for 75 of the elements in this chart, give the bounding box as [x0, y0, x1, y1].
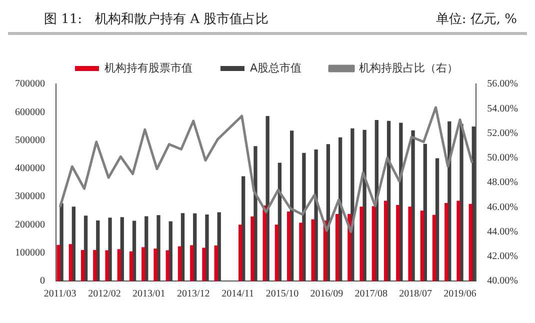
- bar: [142, 247, 146, 281]
- bar: [456, 200, 460, 281]
- bar: [108, 218, 112, 281]
- y2-tick-label: 44.00%: [487, 226, 518, 238]
- bar: [202, 248, 206, 281]
- y-tick-label: 400000: [15, 163, 45, 174]
- y2-tick-label: 42.00%: [487, 251, 518, 262]
- y-tick-label: 500000: [15, 134, 45, 146]
- x-tick-label: 2015/10: [266, 288, 299, 300]
- bar: [254, 146, 258, 281]
- bar: [93, 250, 97, 281]
- y2-tick-label: 54.00%: [487, 103, 518, 114]
- legend-label: 机构持股占比（右）: [359, 61, 458, 74]
- y-tick-label: 100000: [15, 247, 45, 258]
- x-tick-label: 2013/12: [176, 288, 210, 300]
- x-tick-label: 2013/01: [132, 288, 166, 300]
- bar: [408, 206, 412, 281]
- bar: [350, 128, 354, 281]
- bar: [372, 206, 376, 281]
- bar: [384, 200, 388, 281]
- legend-label: 机构持有股票市值: [104, 61, 192, 74]
- bar: [362, 130, 366, 281]
- bar: [468, 204, 472, 281]
- y2-tick-label: 46.00%: [487, 202, 518, 213]
- bar: [432, 214, 436, 281]
- bar: [311, 219, 315, 281]
- x-tick-label: 2018/07: [399, 288, 432, 300]
- x-tick-label: 2014/11: [222, 288, 254, 300]
- x-tick-label: 2016/09: [310, 288, 344, 300]
- bar: [166, 250, 170, 281]
- bar: [250, 216, 254, 281]
- y-tick-label: 200000: [15, 219, 45, 230]
- bar: [314, 150, 318, 281]
- bar: [396, 204, 400, 281]
- bar: [56, 244, 60, 281]
- bar: [80, 250, 85, 281]
- bar: [178, 246, 182, 281]
- y2-tick-label: 52.00%: [487, 128, 518, 139]
- bar: [154, 248, 158, 281]
- y2-tick-label: 50.00%: [487, 152, 518, 164]
- x-tick-label: 2019/06: [444, 288, 476, 300]
- chart-subtitle: 单位: 亿元, %: [436, 11, 517, 28]
- bar: [129, 251, 134, 281]
- bar: [262, 206, 266, 281]
- y2-tick-label: 56.00%: [487, 78, 518, 90]
- bar: [299, 222, 303, 281]
- bar: [205, 214, 209, 281]
- y2-tick-label: 40.00%: [487, 276, 518, 287]
- bar: [286, 211, 291, 281]
- bar: [60, 203, 64, 281]
- bar: [360, 206, 364, 281]
- bar: [460, 124, 464, 281]
- y-tick-label: 700000: [15, 78, 45, 90]
- bar: [302, 152, 306, 281]
- y-tick-label: 0: [40, 276, 45, 287]
- bar: [214, 245, 218, 281]
- bar: [274, 224, 279, 281]
- bar: [117, 249, 121, 281]
- bar: [238, 224, 242, 281]
- x-tick-label: 2012/02: [88, 288, 121, 300]
- bar: [68, 244, 72, 281]
- bar: [105, 250, 109, 281]
- bar: [156, 215, 160, 281]
- bar: [420, 210, 424, 281]
- y2-tick-label: 48.00%: [487, 177, 518, 188]
- x-tick-label: 2017/08: [354, 288, 388, 300]
- y-tick-label: 300000: [15, 191, 45, 202]
- y-tick-label: 600000: [15, 106, 45, 118]
- bar: [444, 202, 448, 281]
- legend-label: A股总市值: [250, 61, 302, 74]
- x-tick-label: 2011/03: [44, 288, 76, 300]
- bar: [411, 130, 415, 281]
- chart-title: 图 11: 机构和散户持有 A 股市值占比: [44, 11, 269, 28]
- bar: [190, 245, 194, 281]
- bar: [335, 214, 340, 281]
